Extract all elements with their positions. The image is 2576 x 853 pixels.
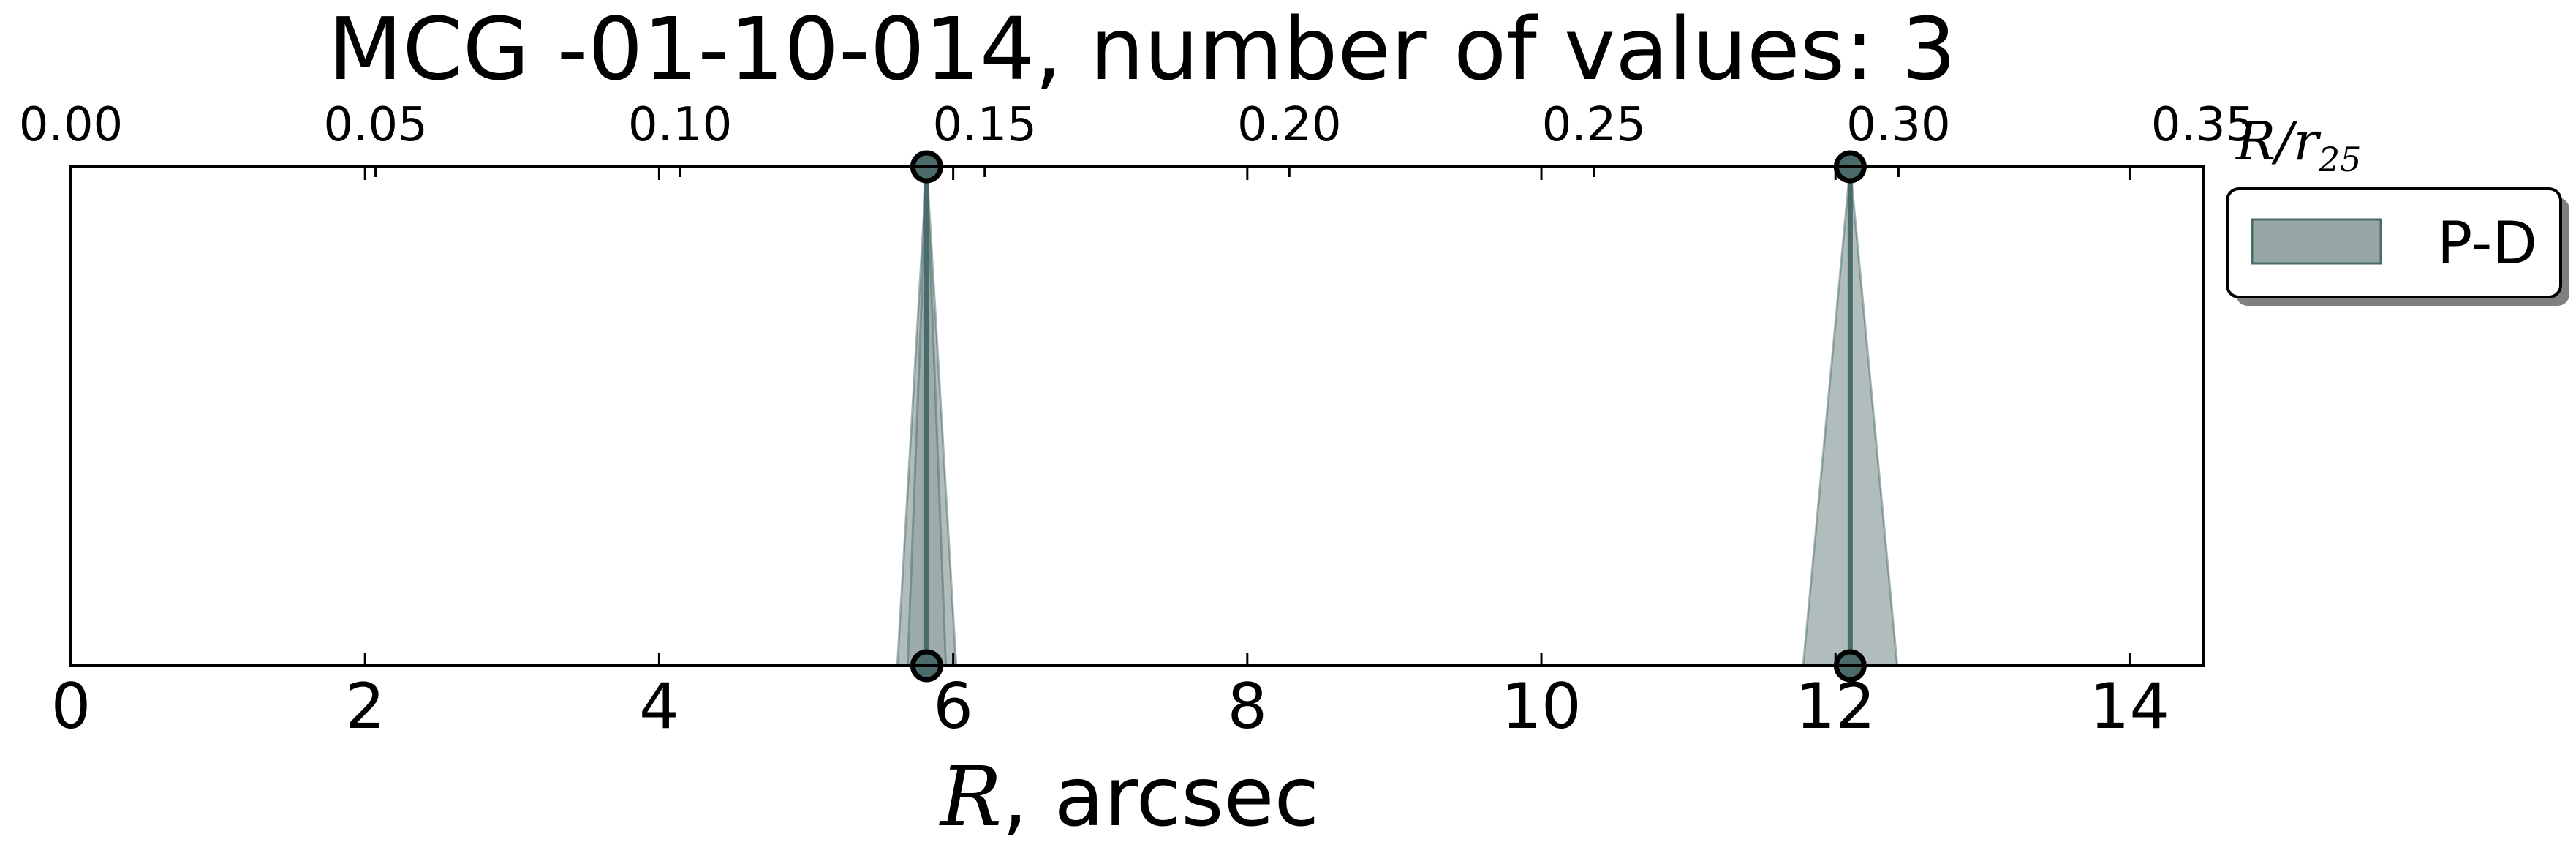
top-tick-label: 0.30 (1846, 98, 1951, 152)
x-tick-label: 4 (639, 670, 679, 743)
top-axis-title-main: R/r (2235, 110, 2321, 172)
top-tick-label: 0.35 (2151, 98, 2256, 152)
x-tick-label: 8 (1227, 670, 1267, 743)
series-peaks (896, 166, 1899, 667)
x-tick-label: 10 (1501, 670, 1581, 743)
plot-frame (69, 165, 2205, 667)
x-tick-label: 12 (1796, 670, 1876, 743)
x-axis-label: R, arcsec (939, 750, 1319, 845)
x-tick-label: 6 (933, 670, 973, 743)
x-tick-label: 14 (2090, 670, 2169, 743)
top-axis-title-sub: 25 (2318, 140, 2362, 179)
top-tick-label: 0.10 (628, 98, 733, 152)
chart-title: MCG -01-10-014, number of values: 3 (328, 0, 1957, 99)
x-axis-label-math: R (939, 750, 1002, 845)
series-points (910, 150, 1867, 683)
x-tick-label: 2 (345, 670, 385, 743)
x-axis-ticks: 0 2 4 6 8 10 12 14 (51, 167, 2169, 743)
top-axis-title: R/r25 (2235, 110, 2361, 179)
legend-swatch (2251, 218, 2382, 265)
x-axis-label-rest: , arcsec (1002, 750, 1319, 845)
legend-label: P-D (2437, 209, 2537, 277)
legend-box (2226, 187, 2562, 298)
x-tick-label: 0 (51, 670, 91, 743)
top-axis-ticks: 0.00 0.05 0.10 0.15 0.20 0.25 0.30 0.35 (19, 98, 2256, 177)
legend: P-D (2226, 187, 2569, 306)
top-tick-label: 0.25 (1542, 98, 1647, 152)
top-tick-label: 0.15 (932, 98, 1037, 152)
top-tick-label: 0.00 (19, 98, 124, 152)
top-tick-label: 0.20 (1237, 98, 1342, 152)
top-tick-label: 0.05 (323, 98, 428, 152)
